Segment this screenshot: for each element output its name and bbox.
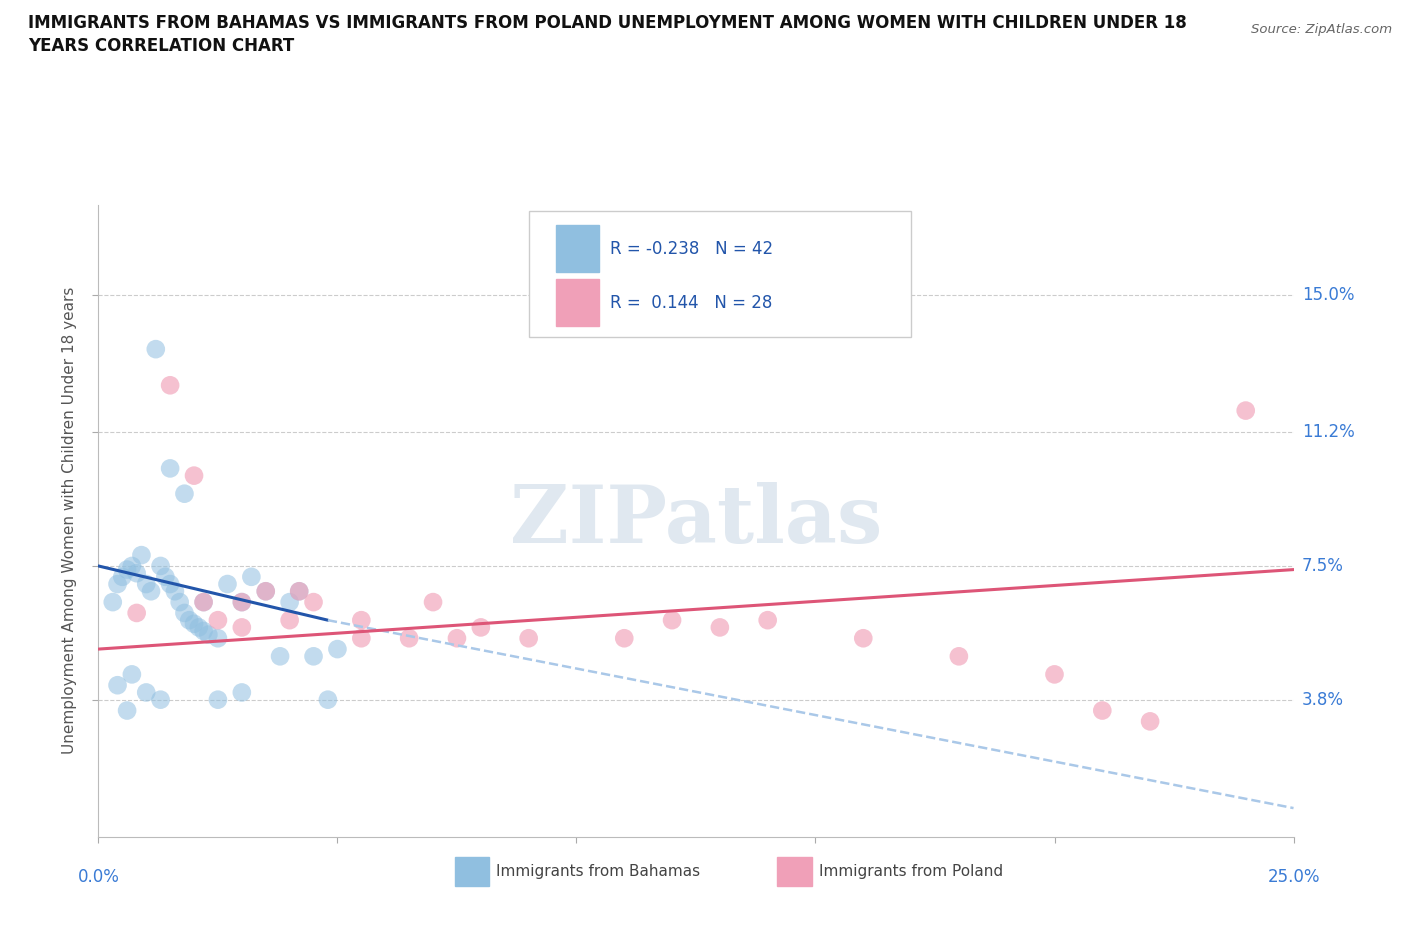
Point — [1043, 667, 1066, 682]
Point — [187, 620, 209, 635]
Point — [149, 559, 172, 574]
Point — [125, 605, 148, 620]
Point — [131, 548, 153, 563]
Text: IMMIGRANTS FROM BAHAMAS VS IMMIGRANTS FROM POLAND UNEMPLOYMENT AMONG WOMEN WITH : IMMIGRANTS FROM BAHAMAS VS IMMIGRANTS FR… — [28, 14, 1187, 32]
Point — [613, 631, 636, 645]
Point — [948, 649, 970, 664]
Point — [231, 620, 253, 635]
Point — [446, 631, 468, 645]
Point — [302, 649, 325, 664]
Point — [207, 613, 229, 628]
Text: ZIPatlas: ZIPatlas — [510, 482, 882, 560]
Point — [193, 624, 215, 639]
Point — [107, 678, 129, 693]
Point — [197, 627, 219, 642]
FancyBboxPatch shape — [454, 857, 489, 885]
Text: 3.8%: 3.8% — [1302, 691, 1344, 709]
Point — [1139, 714, 1161, 729]
Point — [254, 584, 277, 599]
Point — [135, 577, 157, 591]
Point — [125, 565, 148, 580]
Text: Source: ZipAtlas.com: Source: ZipAtlas.com — [1251, 23, 1392, 36]
Point — [302, 594, 325, 609]
Point — [470, 620, 492, 635]
Point — [207, 631, 229, 645]
Point — [288, 584, 311, 599]
Text: 25.0%: 25.0% — [1267, 868, 1320, 885]
Point — [107, 577, 129, 591]
Point — [231, 685, 253, 700]
Point — [183, 468, 205, 483]
Point — [135, 685, 157, 700]
Point — [111, 569, 134, 584]
Point — [278, 594, 301, 609]
Point — [254, 584, 277, 599]
FancyBboxPatch shape — [529, 211, 911, 338]
Point — [149, 692, 172, 707]
Point — [350, 613, 373, 628]
Text: R = -0.238   N = 42: R = -0.238 N = 42 — [610, 240, 773, 258]
Point — [231, 594, 253, 609]
Point — [169, 594, 191, 609]
Point — [326, 642, 349, 657]
FancyBboxPatch shape — [557, 225, 599, 272]
Point — [145, 341, 167, 356]
Point — [852, 631, 875, 645]
Point — [173, 486, 195, 501]
Text: 7.5%: 7.5% — [1302, 557, 1344, 575]
Text: Immigrants from Bahamas: Immigrants from Bahamas — [496, 864, 700, 879]
Point — [207, 692, 229, 707]
Point — [115, 562, 138, 577]
Point — [173, 605, 195, 620]
Point — [121, 667, 143, 682]
Point — [231, 594, 253, 609]
Point — [517, 631, 540, 645]
Point — [278, 613, 301, 628]
Point — [422, 594, 444, 609]
Point — [101, 594, 124, 609]
FancyBboxPatch shape — [557, 279, 599, 326]
Point — [288, 584, 311, 599]
Point — [350, 631, 373, 645]
Point — [217, 577, 239, 591]
Point — [398, 631, 420, 645]
Text: YEARS CORRELATION CHART: YEARS CORRELATION CHART — [28, 37, 294, 55]
Point — [709, 620, 731, 635]
Y-axis label: Unemployment Among Women with Children Under 18 years: Unemployment Among Women with Children U… — [62, 287, 77, 754]
Text: R =  0.144   N = 28: R = 0.144 N = 28 — [610, 294, 772, 312]
Point — [159, 577, 181, 591]
Point — [316, 692, 339, 707]
Text: 15.0%: 15.0% — [1302, 286, 1354, 304]
Point — [179, 613, 201, 628]
FancyBboxPatch shape — [778, 857, 811, 885]
Point — [121, 559, 143, 574]
Point — [159, 461, 181, 476]
Point — [183, 617, 205, 631]
Point — [193, 594, 215, 609]
Point — [159, 378, 181, 392]
Text: Immigrants from Poland: Immigrants from Poland — [820, 864, 1004, 879]
Point — [1234, 403, 1257, 418]
Text: 11.2%: 11.2% — [1302, 423, 1354, 441]
Point — [240, 569, 263, 584]
Text: 0.0%: 0.0% — [77, 868, 120, 885]
Point — [163, 584, 186, 599]
Point — [139, 584, 162, 599]
Point — [756, 613, 779, 628]
Point — [269, 649, 291, 664]
Point — [155, 569, 177, 584]
Point — [661, 613, 683, 628]
Point — [193, 594, 215, 609]
Point — [1091, 703, 1114, 718]
Point — [115, 703, 138, 718]
